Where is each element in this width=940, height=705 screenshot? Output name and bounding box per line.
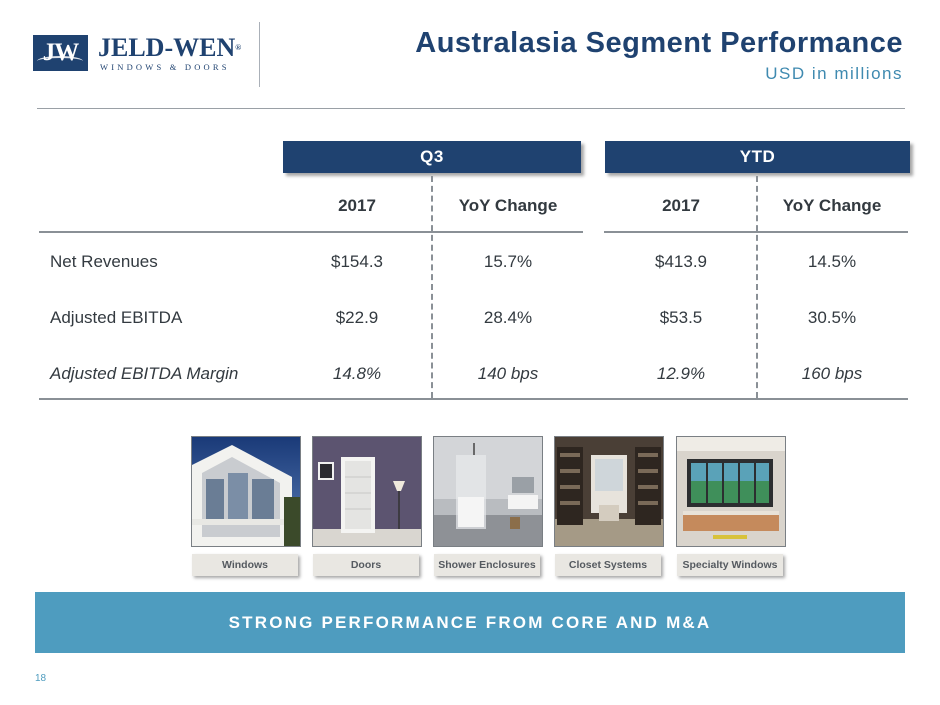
row-label-net-revenues: Net Revenues xyxy=(50,252,158,271)
logo-wordmark: JELD-WEN® xyxy=(98,34,241,62)
caption-shower-enclosures: Shower Enclosures xyxy=(434,554,540,576)
registered-mark: ® xyxy=(235,43,242,52)
logo-tagline: WINDOWS & DOORS xyxy=(100,62,230,72)
row-label-adjusted-ebitda: Adjusted EBITDA xyxy=(50,308,183,327)
caption-doors: Doors xyxy=(313,554,419,576)
photo-doors xyxy=(312,436,422,547)
ytd-change-net-revenues: 14.5% xyxy=(807,252,857,271)
ytd-change-ebitda-margin: 160 bps xyxy=(801,364,863,383)
row-label-adjusted-ebitda-margin: Adjusted EBITDA Margin xyxy=(50,364,239,383)
photo-closet-systems xyxy=(554,436,664,547)
col-header-q3-year: 2017 xyxy=(338,196,376,215)
logo-swoosh-icon xyxy=(37,56,83,66)
summary-banner: STRONG PERFORMANCE FROM CORE AND M&A xyxy=(35,592,905,653)
q3-change-ebitda-margin: 140 bps xyxy=(477,364,539,383)
col-header-ytd-change: YoY Change xyxy=(782,196,882,215)
ytd-value-net-revenues: $413.9 xyxy=(655,252,707,271)
ytd-value-ebitda-margin: 12.9% xyxy=(656,364,706,383)
page-number: 18 xyxy=(35,673,47,684)
q3-value-net-revenues: $154.3 xyxy=(331,252,383,271)
q3-change-adjusted-ebitda: 28.4% xyxy=(483,308,533,327)
caption-closet-systems: Closet Systems xyxy=(555,554,661,576)
photo-specialty-windows xyxy=(676,436,786,547)
header-divider xyxy=(259,22,260,87)
logo-name-text: JELD-WEN xyxy=(98,33,236,62)
photo-windows xyxy=(191,436,301,547)
group-header-ytd: YTD xyxy=(605,141,910,173)
q3-value-ebitda-margin: 14.8% xyxy=(332,364,382,383)
header-rule xyxy=(37,108,905,109)
table-bottom-rule xyxy=(39,398,908,400)
ytd-value-adjusted-ebitda: $53.5 xyxy=(659,308,703,327)
col-header-ytd-year: 2017 xyxy=(662,196,700,215)
table-header-rule-q3 xyxy=(39,231,583,233)
ytd-column-separator xyxy=(756,176,758,398)
q3-column-separator xyxy=(431,176,433,398)
caption-windows: Windows xyxy=(192,554,298,576)
page-title: Australasia Segment Performance xyxy=(415,27,903,59)
group-header-q3: Q3 xyxy=(283,141,581,173)
page-subtitle: USD in millions xyxy=(765,64,903,83)
q3-change-net-revenues: 15.7% xyxy=(483,252,533,271)
caption-specialty-windows: Specialty Windows xyxy=(677,554,783,576)
photo-shower-enclosures xyxy=(433,436,543,547)
q3-value-adjusted-ebitda: $22.9 xyxy=(335,308,379,327)
jeld-wen-logo-badge: JW xyxy=(33,35,88,71)
col-header-q3-change: YoY Change xyxy=(458,196,558,215)
ytd-change-adjusted-ebitda: 30.5% xyxy=(807,308,857,327)
